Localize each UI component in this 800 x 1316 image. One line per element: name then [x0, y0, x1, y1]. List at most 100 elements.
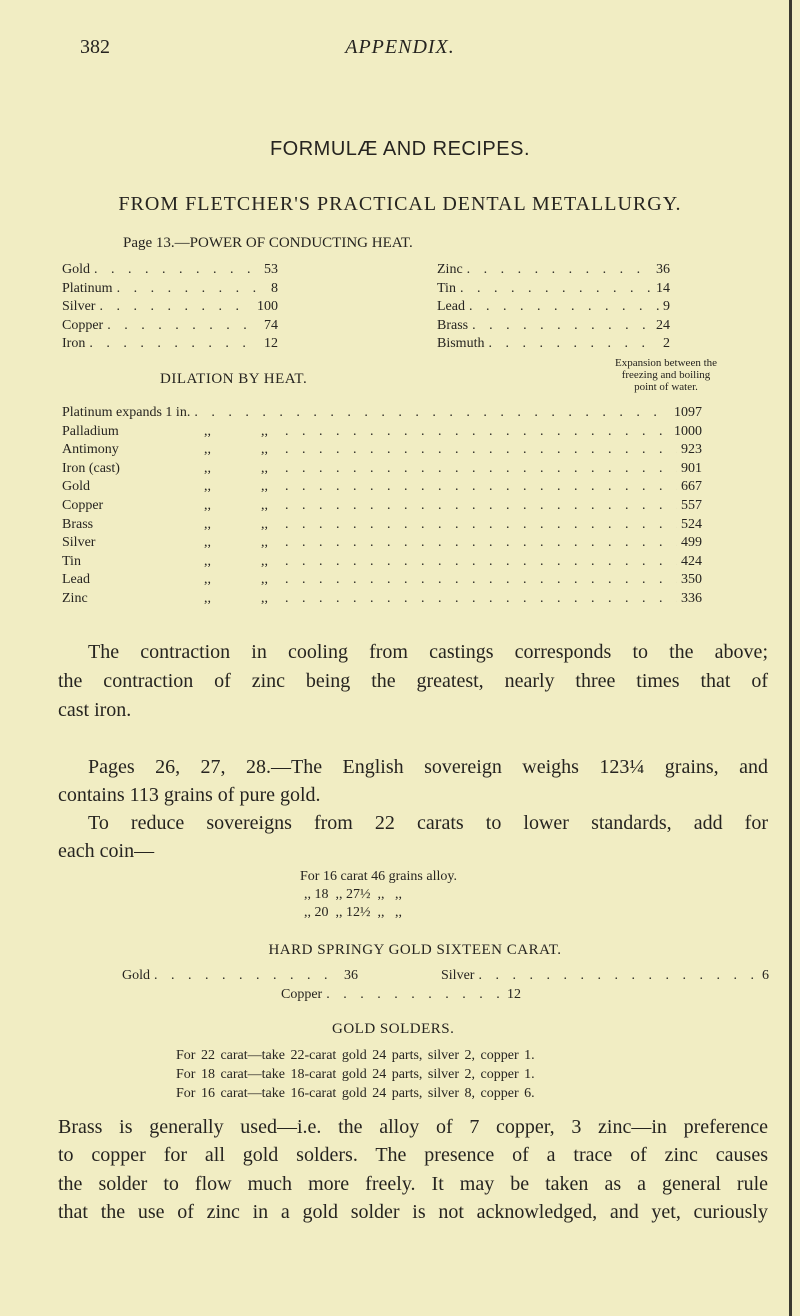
- metal-value: 14: [656, 280, 670, 296]
- table-row: Zinc 36: [437, 262, 670, 278]
- dot-leader: [285, 517, 677, 533]
- expansion-value: 667: [681, 479, 702, 495]
- expansion-value: 1000: [674, 423, 702, 439]
- metal-value: 36: [656, 262, 670, 277]
- solder-line: For 16 carat—take 16-carat gold 24 parts…: [176, 1086, 535, 1101]
- paragraph-line: the solder to flow much more freely. It …: [58, 1173, 768, 1195]
- expansion-value: 336: [681, 591, 702, 606]
- paragraph-line: The contraction in cooling from castings…: [88, 641, 768, 663]
- metal-name: Tin: [437, 280, 456, 296]
- table-row: Gold,,,, 667: [62, 479, 702, 495]
- ditto-mark: ,,: [261, 591, 268, 606]
- metal-name: Copper: [281, 987, 323, 1002]
- metal-value: 8: [271, 280, 278, 296]
- table-row: Gold 53: [62, 262, 278, 278]
- page-title: FORMULÆ AND RECIPES.: [269, 138, 531, 160]
- metal-name: Zinc: [437, 262, 463, 277]
- dot-leader: [99, 299, 253, 315]
- table-row: Lead 9: [437, 299, 670, 315]
- table-row: Tin 14: [437, 281, 670, 297]
- ditto-mark: ,,: [261, 423, 268, 439]
- dot-leader: [89, 336, 260, 352]
- metal-name: Gold: [62, 262, 90, 277]
- metal-name: Brass: [437, 317, 469, 333]
- metal-value: 2: [663, 336, 670, 351]
- hard-springy-heading: HARD SPRINGY GOLD SIXTEEN CARAT.: [268, 942, 562, 958]
- table-row: Silver,,,, 499: [62, 535, 702, 551]
- gold-solders-heading: GOLD SOLDERS.: [332, 1021, 455, 1037]
- table-row: Copper 74: [62, 318, 278, 334]
- dot-leader: [478, 968, 758, 984]
- ditto-mark: ,,: [204, 535, 211, 551]
- table-row: Platinum expands 1 in. 1097: [62, 405, 702, 421]
- table-row: Iron (cast),,,, 901: [62, 461, 702, 477]
- table-row: Brass,,,, 524: [62, 517, 702, 533]
- table-row: Palladium,,,, 1000: [62, 424, 702, 440]
- table-row: Lead,,,, 350: [62, 572, 702, 588]
- metal-name: Iron: [62, 336, 86, 351]
- note-line: point of water.: [634, 381, 698, 393]
- metal-name: Lead: [62, 572, 90, 588]
- expansion-value: 1097: [674, 405, 702, 420]
- expansion-value: 424: [681, 553, 702, 569]
- metal-name: Gold: [62, 479, 90, 495]
- metal-name: Brass: [62, 516, 94, 532]
- paragraph-line: the contraction of zinc being the greate…: [58, 670, 768, 692]
- metal-value: 9: [663, 299, 670, 314]
- dot-leader: [107, 318, 260, 334]
- metal-name: Platinum: [62, 280, 113, 296]
- metal-name: Copper: [62, 498, 104, 513]
- paragraph-line: contains 113 grains of pure gold.: [58, 784, 321, 806]
- table-row: Tin,,,, 424: [62, 554, 702, 570]
- carat-line: For 16 carat 46 grains alloy.: [300, 869, 457, 884]
- ditto-mark: ,,: [204, 516, 211, 532]
- expansion-value: 499: [681, 535, 702, 551]
- expansion-value: 923: [681, 442, 702, 458]
- ditto-mark: ,,: [204, 479, 211, 495]
- ditto-mark: ,,: [261, 572, 268, 588]
- carat-line: ,, 18 ,, 27½ ,, ,,: [304, 887, 402, 902]
- metal-value: 36: [344, 968, 358, 983]
- dot-leader: [488, 336, 659, 352]
- paragraph-line: that the use of zinc in a gold solder is…: [58, 1201, 768, 1223]
- dot-leader: [117, 281, 267, 297]
- metal-name: Bismuth: [437, 336, 485, 351]
- metal-name: Silver: [441, 968, 475, 983]
- dot-leader: [469, 299, 659, 315]
- dot-leader: [285, 572, 677, 588]
- conductivity-heading: Page 13.—POWER OF CONDUCTING HEAT.: [123, 235, 413, 251]
- metal-name: Iron (cast): [62, 460, 120, 476]
- source-subtitle: FROM FLETCHER'S PRACTICAL DENTAL METALLU…: [118, 193, 682, 215]
- paragraph-line: Pages 26, 27, 28.—The English sovereign …: [88, 756, 768, 778]
- ditto-mark: ,,: [261, 442, 268, 458]
- ditto-mark: ,,: [261, 460, 268, 476]
- dot-leader: [94, 262, 260, 278]
- dot-leader: [326, 987, 503, 1003]
- table-row: Bismuth 2: [437, 336, 670, 352]
- metal-name: Zinc: [62, 591, 88, 606]
- table-row: Iron 12: [62, 336, 278, 352]
- dot-leader: [285, 591, 677, 607]
- hard-springy-gold: Gold 36: [122, 968, 358, 984]
- paragraph-line: to copper for all gold solders. The pres…: [58, 1144, 768, 1166]
- table-row: Platinum 8: [62, 281, 278, 297]
- page-edge: [789, 0, 792, 1316]
- expansion-value: 350: [681, 572, 702, 588]
- ditto-mark: ,,: [261, 479, 268, 495]
- metal-value: 100: [257, 299, 278, 314]
- metal-value: 12: [264, 336, 278, 351]
- dot-leader: [285, 442, 677, 458]
- ditto-mark: ,,: [204, 460, 211, 476]
- metal-name: Antimony: [62, 442, 119, 458]
- metal-name: Silver: [62, 299, 96, 314]
- ditto-mark: ,,: [204, 572, 211, 588]
- dot-leader: [285, 554, 677, 570]
- metal-name: Lead: [437, 299, 465, 314]
- metal-name: Gold: [122, 968, 150, 983]
- hard-springy-silver: Silver 6: [441, 968, 769, 984]
- metal-name: Palladium: [62, 423, 119, 439]
- paragraph-line: To reduce sovereigns from 22 carats to l…: [88, 812, 768, 834]
- dot-leader: [460, 281, 652, 297]
- metal-value: 6: [762, 968, 769, 983]
- dilation-heading: DILATION BY HEAT.: [160, 371, 308, 387]
